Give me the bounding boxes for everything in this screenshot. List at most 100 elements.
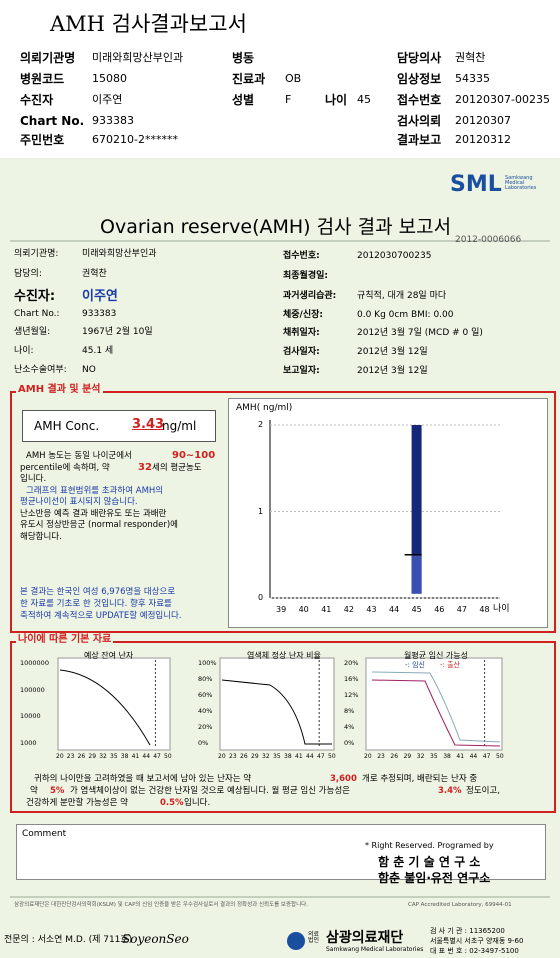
conc-label: AMH Conc.	[34, 419, 100, 433]
field-label: 담당의사	[397, 51, 442, 65]
legend: -: 출산	[440, 661, 460, 669]
field-label: 생년월일:	[14, 327, 51, 337]
y-tick-label: 100000	[20, 685, 45, 694]
x-tick-label: 38	[443, 753, 451, 760]
x-tick-label: 26	[390, 753, 399, 760]
text: 그래프의 표현범위를 초과하여 AMH의	[26, 486, 164, 496]
x-tick-label: 41	[321, 605, 332, 614]
curve	[221, 679, 332, 745]
x-tick-label: 32	[262, 753, 270, 760]
legend: -: 임신	[405, 661, 425, 669]
y-tick-label: 40%	[198, 707, 213, 715]
mini-chart	[57, 657, 171, 751]
comment-label: Comment	[22, 829, 67, 839]
text: 귀하의 나이만을 고려하였을 때 보고서에 남아 있는 난자는 약	[34, 774, 252, 784]
field-value: 이주연	[92, 93, 123, 106]
field-value: 20120307	[455, 114, 511, 127]
x-tick-label: 26	[240, 753, 248, 760]
org-logo	[287, 932, 305, 950]
percentile-band	[411, 425, 422, 594]
field-label: 난소수술여부:	[14, 365, 67, 375]
org: 의료법인	[308, 931, 320, 944]
org: Samkwang Medical Laboratories	[326, 946, 424, 953]
field-label: 과거생리습관:	[283, 291, 337, 301]
curve	[59, 669, 151, 746]
field-value: 이주연	[82, 289, 118, 304]
text: 3,600	[330, 774, 357, 784]
conc-unit: ng/ml	[162, 419, 197, 433]
field-label: 의뢰기관명	[20, 51, 76, 65]
curve	[371, 671, 501, 743]
text: 난소반응 예측 결과 배란유도 또는 과배란	[20, 509, 167, 519]
field-label: 병동	[232, 51, 255, 65]
field-label: Chart No.:	[14, 309, 60, 319]
doc-number: 2012-0006066	[455, 235, 522, 245]
credit: 함춘 불임·유전 연구소	[378, 871, 491, 885]
contact: 대 표 번 호 : 02-3497-5100	[430, 947, 519, 955]
x-tick-label: 20	[218, 753, 226, 760]
field-label: 수진자	[20, 93, 54, 107]
x-tick-label: 40	[298, 605, 309, 614]
axis-title: 나이	[493, 604, 510, 614]
field-value: 권혁찬	[455, 51, 486, 64]
text: 해당합니다.	[20, 532, 62, 542]
x-tick-label: 29	[403, 753, 412, 760]
amh-chart-box	[228, 398, 548, 628]
field-value: 미래와희망산부인과	[82, 249, 157, 259]
text: 평균나이선이 표시되지 않습니다.	[20, 497, 138, 507]
x-tick-label: 35	[430, 753, 438, 760]
field-value: 933383	[92, 114, 134, 127]
contact: 검 사 기 관 : 11365200	[430, 927, 505, 935]
x-tick-label: 39	[276, 605, 287, 614]
field-value: NO	[82, 365, 96, 375]
text: 세의 평균농도	[152, 463, 202, 473]
text: 가 염색체이상이 없는 건강한 난자일 것으로 예상됩니다. 월 평균 임신 가…	[70, 786, 350, 796]
field-value: F	[285, 93, 292, 106]
x-tick-label: 23	[229, 753, 237, 760]
field-label: 검사일자:	[283, 347, 320, 357]
x-tick-label: 48	[479, 605, 490, 614]
field-label: 보고일자:	[283, 366, 320, 376]
percentile-band-light	[411, 554, 422, 594]
x-tick-label: 20	[56, 753, 64, 760]
field-label: 주민번호	[20, 133, 65, 147]
y-tick-label: 60%	[198, 691, 213, 699]
field-label: Chart No.	[20, 114, 85, 128]
text: 개로 추정되며, 배란되는 난자 중	[362, 774, 478, 784]
x-tick-label: 50	[496, 753, 504, 760]
x-tick-label: 47	[482, 753, 491, 760]
y-tick-label: 80%	[198, 675, 213, 683]
field-label: 접수번호	[397, 93, 442, 107]
amh-section-box	[10, 391, 556, 633]
x-tick-label: 23	[377, 753, 385, 760]
org: 삼광의료재단	[326, 930, 404, 946]
x-tick-label: 29	[251, 753, 259, 760]
axis-title: AMH( ng/ml)	[236, 403, 293, 413]
y-tick-label: 20%	[198, 723, 213, 731]
x-tick-label: 45	[411, 605, 422, 614]
field-value: 933383	[82, 309, 117, 319]
field-value: OB	[285, 72, 302, 85]
field-label: 검사의뢰	[397, 114, 442, 128]
text: AMH 농도는 동일 나이군에서	[26, 451, 132, 461]
x-tick-label: 20	[364, 753, 372, 760]
x-tick-label: 47	[456, 605, 467, 614]
y-tick-label: 12%	[344, 691, 359, 699]
field-value: 2012년 3월 7일 (MCD # 0 일)	[357, 328, 483, 338]
curve	[371, 679, 501, 747]
y-tick-label: 16%	[344, 675, 359, 683]
y-tick-label: 4%	[344, 723, 355, 731]
chart-title: 예상 잔여 난자	[84, 651, 134, 660]
field-value: 54335	[455, 72, 490, 85]
text: 90~100	[172, 450, 216, 461]
conc-value: 3.43	[132, 417, 165, 432]
field-label: 성별	[232, 93, 255, 107]
x-tick-label: 44	[469, 753, 478, 760]
field-label: 병원코드	[20, 72, 65, 86]
field-value: 20120307-00235	[455, 93, 550, 106]
text: 약	[30, 786, 38, 796]
field-value: 45.1 세	[82, 346, 114, 356]
y-tick-label: 1000	[20, 739, 37, 747]
x-tick-label: 47	[153, 753, 161, 760]
text: 5%	[50, 786, 65, 796]
